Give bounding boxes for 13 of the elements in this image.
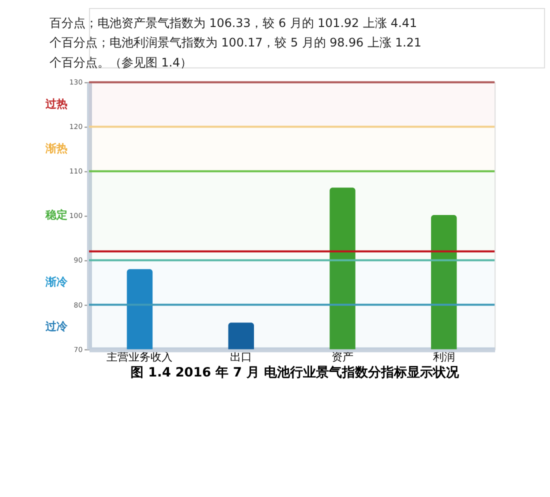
x-tick-label: 出口 [230,350,252,364]
band-label: 渐冷 [44,275,68,288]
band-label: 稳定 [44,208,68,222]
band-label: 过热 [44,97,68,110]
band-label: 过冷 [44,320,68,334]
text: 图 1.4 2016 年 7 月 电池行业景气指数分指标显示状况 [130,366,460,381]
text: 个百分点。（参见图 1.4） [49,55,192,70]
x-tick-label: 资产 [332,350,354,364]
text: 百分点；电池资产景气指数为 106.33，较 6 月的 101.92 上涨 4.41 [49,16,418,30]
band-label: 渐热 [44,142,68,155]
x-tick-label: 利润 [432,350,455,364]
x-tick-label: 主营业务收入 [106,350,173,364]
text: 个百分点；电池利润景气指数为 100.17，较 5 月的 98.96 上涨 1.21 [49,36,422,50]
